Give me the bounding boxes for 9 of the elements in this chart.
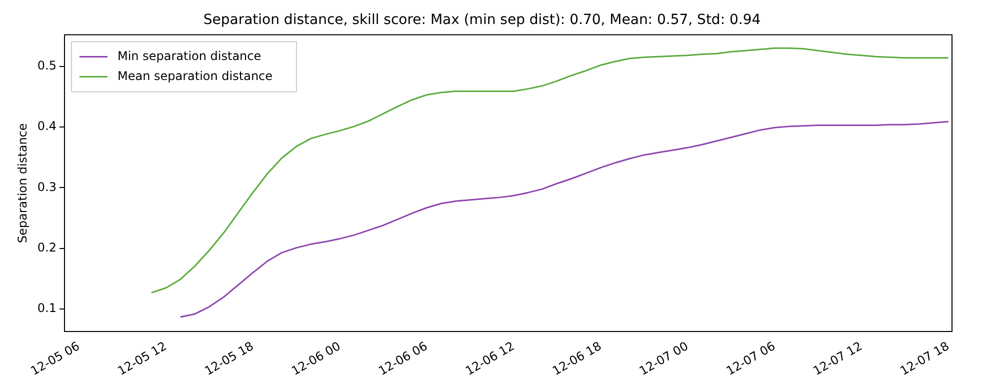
y-tick-label: 0.2	[37, 240, 56, 255]
y-tick-label: 0.4	[37, 119, 56, 134]
y-tick-label: 0.3	[37, 180, 56, 194]
y-tick-label: 0.1	[37, 301, 56, 316]
chart-title: Separation distance, skill score: Max (min sep dist): 0.70, Mean: 0.57, Std: 0.94	[203, 12, 761, 28]
y-axis-title: Separation distance	[15, 123, 30, 244]
y-tick-label: 0.5	[37, 58, 56, 72]
legend-label: Min separation distance	[117, 48, 262, 63]
legend-label: Mean separation distance	[117, 68, 273, 83]
